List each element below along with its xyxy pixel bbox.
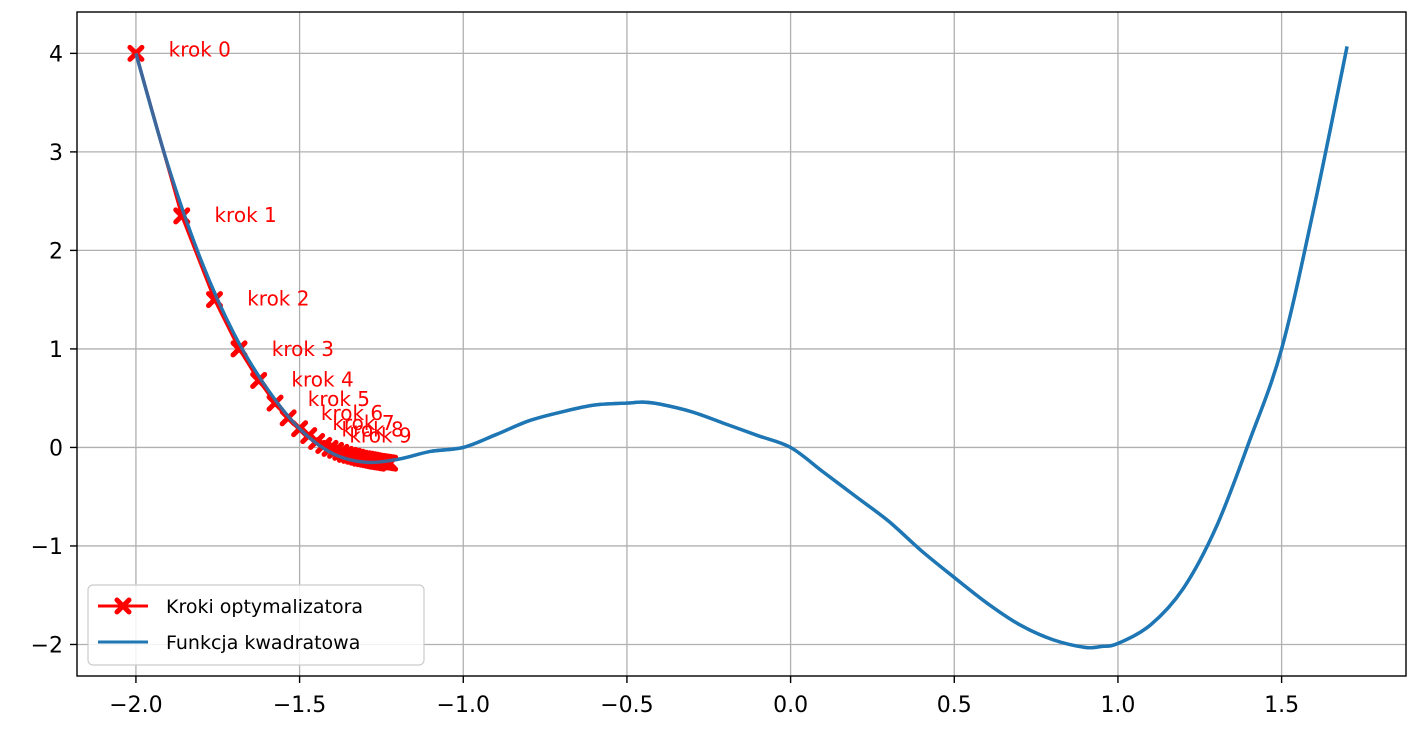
y-tick-label: −2 — [31, 633, 63, 658]
y-tick-label: 4 — [49, 42, 63, 67]
y-tick-label: −1 — [31, 535, 63, 560]
plot-frame — [76, 11, 1407, 677]
series-line-funkcja-overlay — [134, 46, 1349, 650]
legend-marker-kroki — [114, 597, 132, 615]
x-tick-label: 1.5 — [1264, 693, 1299, 718]
legend-label-kroki: Kroki optymalizatora — [166, 596, 363, 618]
x-tick-label: −1.5 — [273, 693, 326, 718]
y-tick-label: 2 — [49, 239, 63, 264]
legend: Kroki optymalizatora Funkcja kwadratowa — [87, 584, 425, 666]
x-tick-label: −2.0 — [109, 693, 162, 718]
step-annotation: krok 1 — [214, 203, 276, 227]
y-tick-label: 3 — [49, 141, 63, 166]
step-annotation: krok 9 — [349, 424, 411, 448]
step-annotation: krok 3 — [272, 337, 334, 361]
step-annotation: krok 0 — [169, 37, 231, 61]
y-tick-label: 0 — [49, 436, 63, 461]
legend-label-funkcja: Funkcja kwadratowa — [166, 632, 360, 654]
x-tick-label: 0.5 — [937, 693, 972, 718]
step-annotation: krok 7 — [332, 411, 394, 435]
steps-layer — [127, 44, 1349, 650]
legend-x-marker — [114, 597, 132, 615]
y-axis: −2 −1 0 1 2 3 4 — [31, 42, 77, 658]
y-tick-label: 1 — [49, 338, 63, 363]
step-annotation: krok 6 — [321, 401, 383, 425]
x-tick-label: −0.5 — [600, 693, 653, 718]
x-tick-label: −1.0 — [437, 693, 490, 718]
legend-box — [87, 584, 425, 666]
step-annotation: krok 5 — [308, 387, 370, 411]
step-annotation: krok 2 — [247, 287, 309, 311]
step-marker — [127, 44, 145, 62]
x-tick-label: 1.0 — [1100, 693, 1135, 718]
step-annotation: krok 8 — [341, 418, 403, 442]
x-axis: −2.0 −1.5 −1.0 −0.5 0.0 0.5 1.0 1.5 — [109, 676, 1299, 718]
x-tick-label: 0.0 — [773, 693, 808, 718]
step-annotation: krok 4 — [291, 367, 353, 391]
plot-background — [77, 12, 1406, 676]
